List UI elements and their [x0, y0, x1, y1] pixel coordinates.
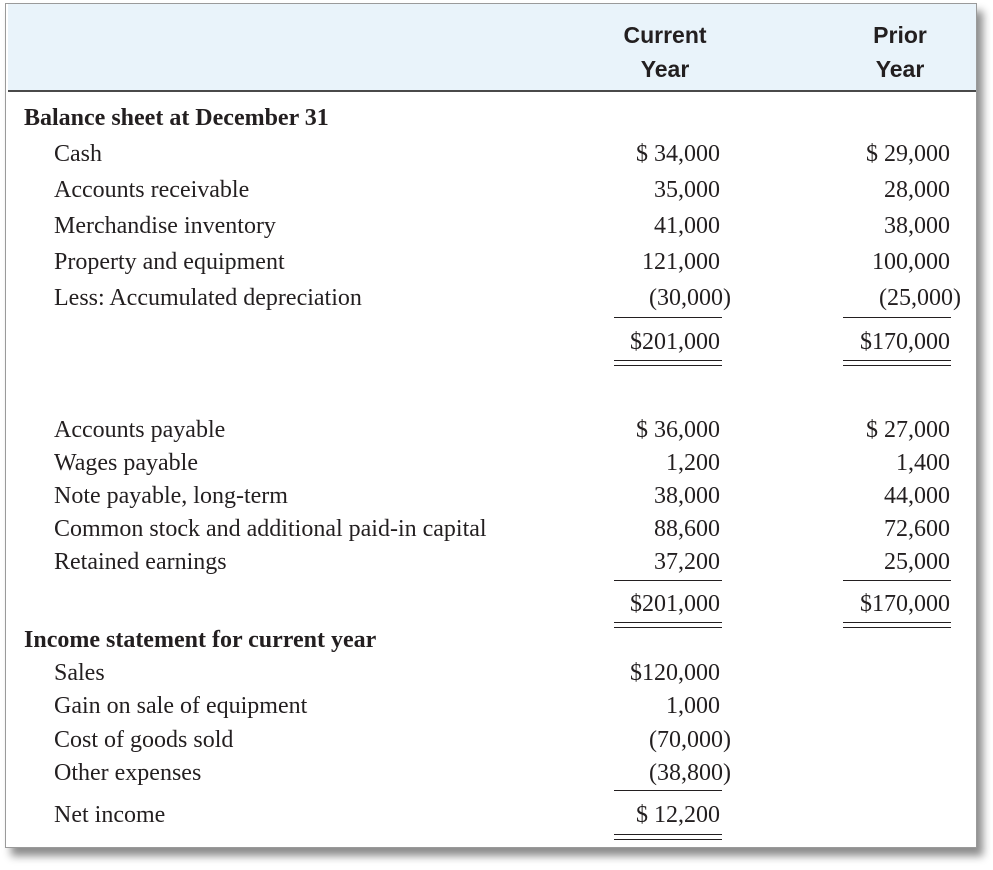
row-label-accumulated-depreciation: Less: Accumulated depreciation — [54, 285, 362, 311]
row-label-gain-on-sale: Gain on sale of equipment — [54, 693, 308, 719]
statement-frame — [5, 3, 977, 848]
liabilities-total-current: $201,000 — [630, 591, 720, 617]
prior-year-header-line2: Year — [875, 56, 925, 82]
row-label-other-expenses: Other expenses — [54, 760, 202, 786]
wages-payable-current: 1,200 — [666, 450, 720, 476]
accounts-receivable-prior: 28,000 — [884, 177, 950, 203]
merchandise-inventory-prior: 38,000 — [884, 213, 950, 239]
note-payable-prior: 44,000 — [884, 483, 950, 509]
cash-prior: $ 29,000 — [866, 141, 950, 167]
assets-subtotal-rule-current — [614, 317, 722, 318]
assets-total-prior: $170,000 — [860, 329, 950, 355]
row-label-merchandise-inventory: Merchandise inventory — [54, 213, 276, 239]
assets-total-double-rule-current — [614, 360, 722, 366]
liabilities-subtotal-rule-current — [614, 580, 722, 581]
net-income-current: $ 12,200 — [636, 802, 720, 828]
wages-payable-prior: 1,400 — [896, 450, 950, 476]
net-income-double-rule — [614, 834, 722, 840]
retained-earnings-current: 37,200 — [654, 549, 720, 575]
accounts-payable-current: $ 36,000 — [636, 417, 720, 443]
cost-of-goods-sold-current: (70,000) — [649, 727, 731, 753]
merchandise-inventory-current: 41,000 — [654, 213, 720, 239]
assets-total-double-rule-prior — [843, 360, 951, 366]
income-subtotal-rule — [614, 790, 722, 791]
liabilities-total-double-rule-prior — [843, 622, 951, 628]
accumulated-depreciation-current: (30,000) — [649, 285, 731, 311]
assets-subtotal-rule-prior — [843, 317, 951, 318]
row-label-cost-of-goods-sold: Cost of goods sold — [54, 727, 234, 753]
prior-year-header-line1: Prior — [873, 22, 927, 48]
liabilities-total-prior: $170,000 — [860, 591, 950, 617]
row-label-accounts-receivable: Accounts receivable — [54, 177, 250, 203]
retained-earnings-prior: 25,000 — [884, 549, 950, 575]
current-year-header-line2: Year — [640, 56, 690, 82]
other-expenses-current: (38,800) — [649, 760, 731, 786]
row-label-net-income: Net income — [54, 802, 166, 828]
column-header-band — [8, 4, 976, 90]
accounts-receivable-current: 35,000 — [654, 177, 720, 203]
row-label-sales: Sales — [54, 660, 105, 686]
row-label-common-stock: Common stock and additional paid-in capi… — [54, 516, 487, 542]
current-year-header: Current Year — [600, 18, 730, 86]
property-equipment-prior: 100,000 — [872, 249, 950, 275]
gain-on-sale-current: 1,000 — [666, 693, 720, 719]
accumulated-depreciation-prior: (25,000) — [879, 285, 961, 311]
header-divider — [8, 90, 976, 92]
row-label-note-payable: Note payable, long-term — [54, 483, 288, 509]
assets-total-current: $201,000 — [630, 329, 720, 355]
liabilities-total-double-rule-current — [614, 622, 722, 628]
row-label-cash: Cash — [54, 141, 102, 167]
balance-sheet-title: Balance sheet at December 31 — [24, 105, 329, 131]
row-label-property-equipment: Property and equipment — [54, 249, 285, 275]
cash-current: $ 34,000 — [636, 141, 720, 167]
liabilities-subtotal-rule-prior — [843, 580, 951, 581]
prior-year-header: Prior Year — [840, 18, 960, 86]
income-statement-title: Income statement for current year — [24, 627, 377, 653]
note-payable-current: 38,000 — [654, 483, 720, 509]
property-equipment-current: 121,000 — [642, 249, 720, 275]
sales-current: $120,000 — [630, 660, 720, 686]
row-label-accounts-payable: Accounts payable — [54, 417, 226, 443]
accounts-payable-prior: $ 27,000 — [866, 417, 950, 443]
row-label-retained-earnings: Retained earnings — [54, 549, 227, 575]
common-stock-prior: 72,600 — [884, 516, 950, 542]
common-stock-current: 88,600 — [654, 516, 720, 542]
row-label-wages-payable: Wages payable — [54, 450, 198, 476]
current-year-header-line1: Current — [623, 22, 707, 48]
